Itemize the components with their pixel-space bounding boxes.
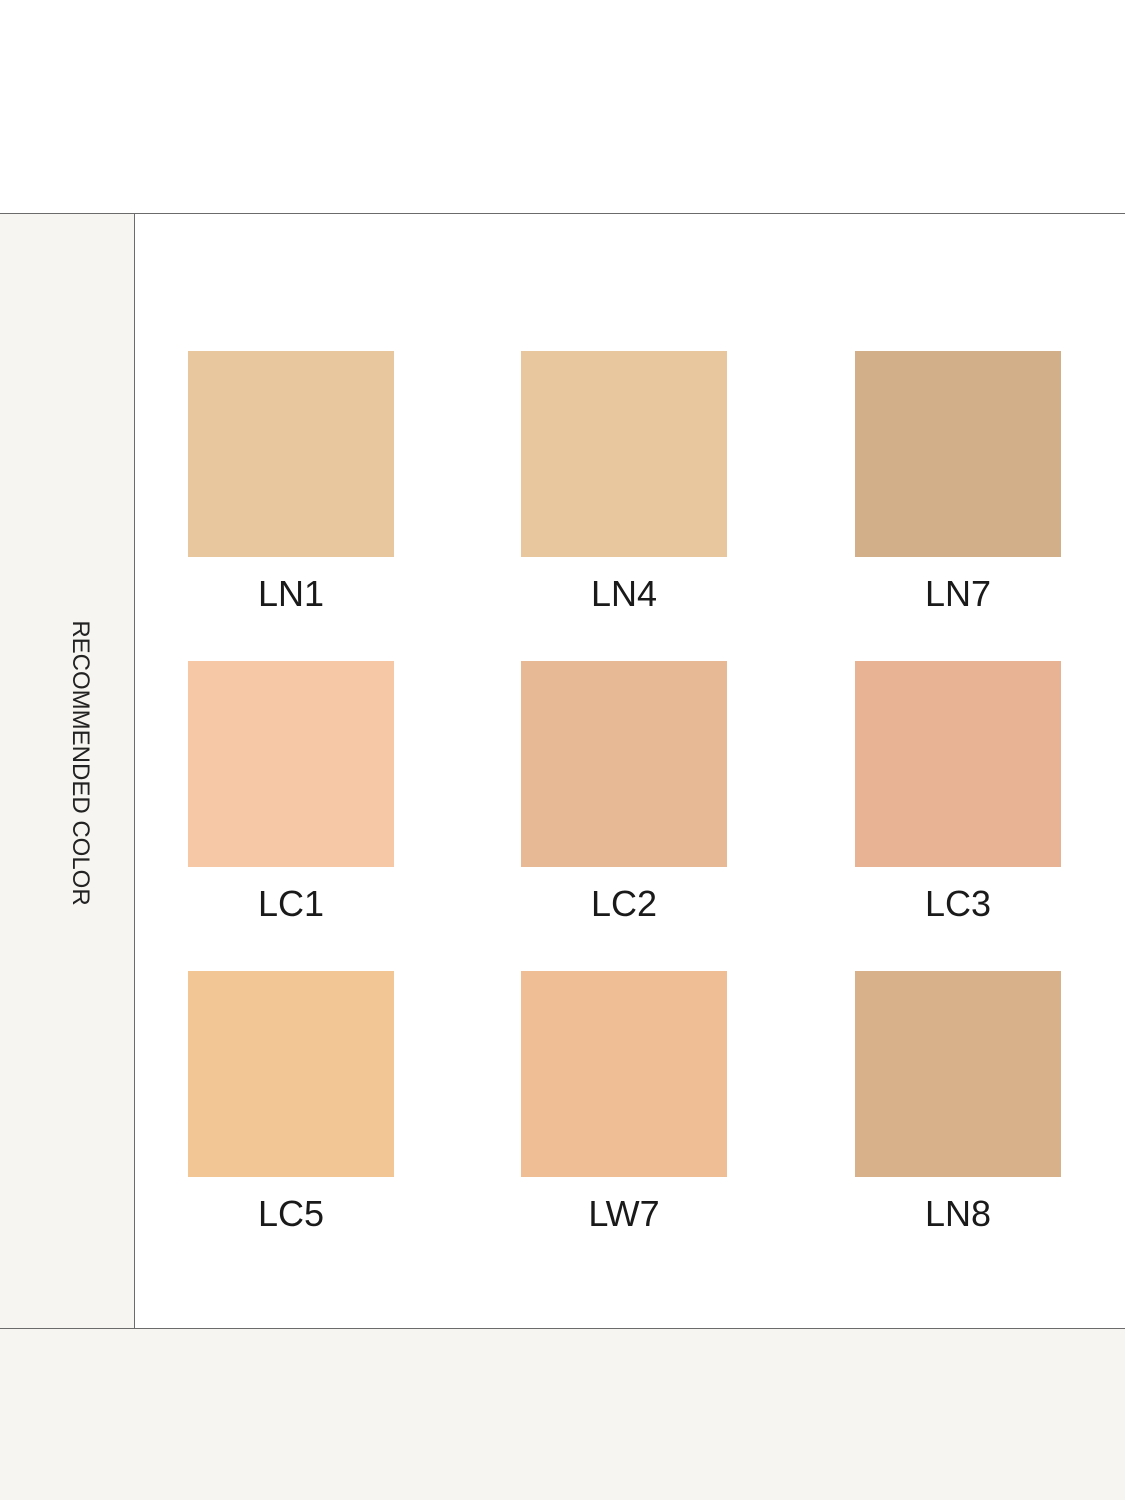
swatch-label: LN7 bbox=[924, 573, 992, 614]
color-swatch bbox=[855, 971, 1061, 1177]
footer-area bbox=[0, 1328, 1125, 1500]
swatch-label: LW7 bbox=[588, 1193, 660, 1234]
swatch-label: LC5 bbox=[257, 1193, 325, 1234]
swatch-label: LN4 bbox=[590, 573, 658, 614]
color-swatch bbox=[188, 351, 394, 557]
color-swatch bbox=[855, 351, 1061, 557]
color-swatch bbox=[521, 971, 727, 1177]
header-area bbox=[0, 0, 1125, 214]
color-swatch bbox=[521, 351, 727, 557]
color-swatch bbox=[521, 661, 727, 867]
color-swatch bbox=[188, 661, 394, 867]
swatch-label: LN1 bbox=[257, 573, 325, 614]
side-panel bbox=[0, 214, 135, 1328]
swatch-label: LN8 bbox=[924, 1193, 992, 1234]
color-swatch bbox=[188, 971, 394, 1177]
section-label: RECOMMENDED COLOR bbox=[67, 620, 94, 906]
color-swatch bbox=[855, 661, 1061, 867]
swatch-label: LC3 bbox=[924, 883, 992, 924]
swatch-label: LC1 bbox=[257, 883, 325, 924]
swatch-label: LC2 bbox=[590, 883, 658, 924]
